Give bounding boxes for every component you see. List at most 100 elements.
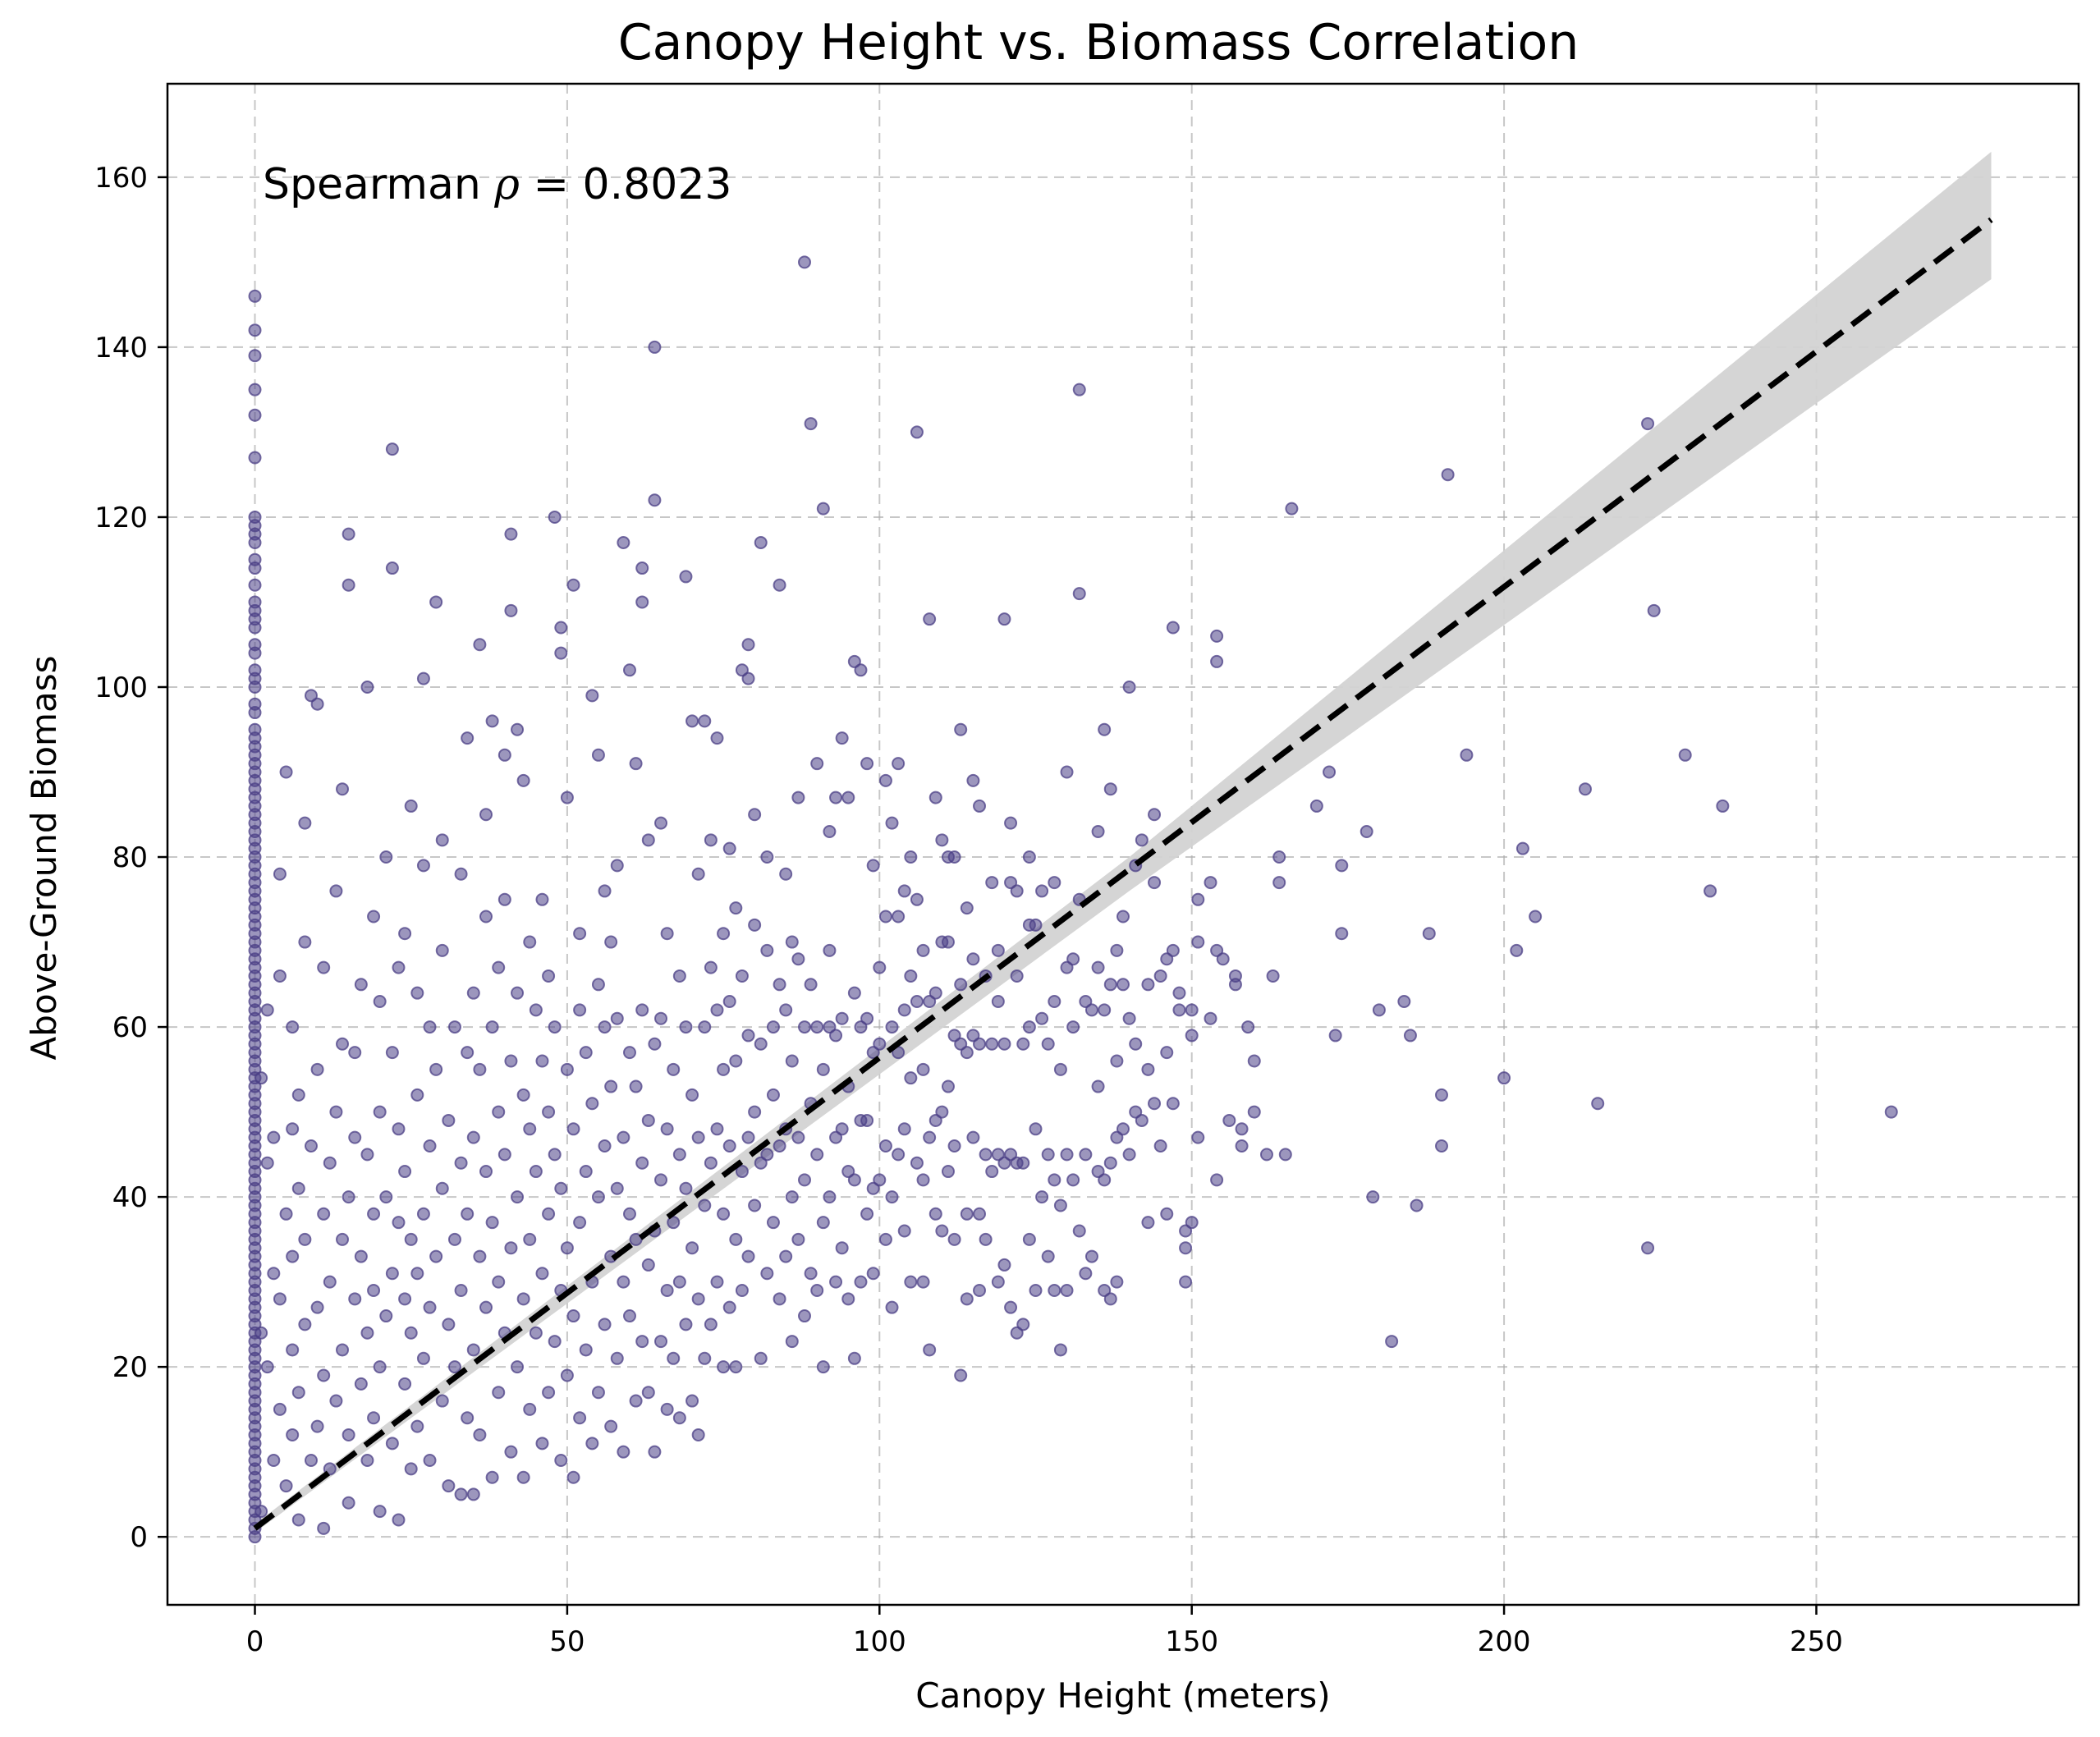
- data-point: [254, 1505, 268, 1519]
- data-point: [379, 850, 393, 864]
- data-point: [310, 697, 324, 711]
- data-point: [466, 986, 480, 1000]
- y-tick-label: 100: [94, 671, 148, 704]
- data-point: [535, 1054, 549, 1068]
- data-point: [941, 1165, 955, 1179]
- data-point: [1010, 884, 1024, 898]
- data-point: [598, 1139, 612, 1153]
- data-point: [667, 1351, 681, 1365]
- data-point: [511, 722, 525, 736]
- data-point: [286, 1428, 300, 1441]
- data-point: [773, 578, 786, 592]
- data-point: [679, 1181, 693, 1195]
- y-tick-label: 20: [112, 1351, 148, 1384]
- data-point: [373, 1360, 387, 1374]
- data-point: [336, 782, 350, 796]
- data-point: [816, 1360, 830, 1374]
- data-point: [635, 595, 649, 609]
- data-point: [429, 1249, 443, 1263]
- data-point: [635, 1156, 649, 1170]
- data-point: [1259, 1148, 1273, 1162]
- data-point: [1072, 383, 1086, 396]
- data-point: [416, 1207, 430, 1221]
- data-point: [423, 1454, 437, 1468]
- data-point: [1053, 1062, 1067, 1076]
- data-point: [1079, 1267, 1093, 1281]
- data-point: [660, 927, 674, 941]
- data-point: [497, 748, 511, 762]
- data-point: [473, 1428, 487, 1441]
- data-point: [1172, 1003, 1186, 1017]
- data-point: [1035, 884, 1049, 898]
- data-point: [373, 1505, 387, 1519]
- data-point: [360, 1148, 374, 1162]
- data-point: [873, 960, 887, 974]
- data-point: [1148, 876, 1162, 890]
- data-point: [267, 1130, 281, 1144]
- data-point: [760, 850, 774, 864]
- fit-line-layer: [253, 217, 1993, 1531]
- data-point: [954, 978, 968, 992]
- data-point: [560, 791, 574, 804]
- data-point: [473, 638, 487, 652]
- data-point: [286, 1343, 300, 1357]
- data-point: [1285, 502, 1299, 516]
- data-point: [447, 1020, 461, 1034]
- data-point: [548, 1148, 562, 1162]
- data-point: [373, 995, 387, 1009]
- data-point: [866, 1267, 880, 1281]
- data-point: [1110, 943, 1124, 957]
- annotation-suffix: = 0.8023: [520, 160, 732, 209]
- data-point: [954, 722, 968, 736]
- data-point: [535, 1437, 549, 1451]
- data-point: [823, 824, 837, 838]
- data-point: [423, 1300, 437, 1314]
- data-point: [1372, 1003, 1386, 1017]
- data-point: [248, 323, 262, 337]
- data-point: [617, 1445, 630, 1459]
- data-point: [1309, 799, 1323, 813]
- data-point: [348, 1292, 362, 1306]
- data-point: [685, 1241, 699, 1255]
- data-point: [1135, 833, 1149, 847]
- data-point: [360, 1326, 374, 1340]
- data-point: [823, 943, 837, 957]
- data-point: [248, 697, 262, 711]
- data-point: [629, 1394, 643, 1408]
- x-tick-label: 100: [853, 1625, 906, 1658]
- data-point: [704, 960, 718, 974]
- data-point: [947, 850, 961, 864]
- data-point: [348, 1130, 362, 1144]
- data-point: [504, 1445, 518, 1459]
- data-point: [997, 1037, 1011, 1051]
- data-point: [398, 1292, 412, 1306]
- data-point: [354, 1249, 368, 1263]
- data-point: [492, 960, 506, 974]
- data-point: [1135, 1113, 1149, 1127]
- data-point: [816, 1062, 830, 1076]
- data-point: [367, 1207, 381, 1221]
- data-point: [841, 791, 855, 804]
- data-point: [1053, 1343, 1067, 1357]
- data-point: [617, 1275, 630, 1289]
- data-point: [485, 1020, 499, 1034]
- data-point: [560, 1062, 574, 1076]
- data-point: [398, 1165, 412, 1179]
- data-point: [479, 1300, 493, 1314]
- data-point: [548, 1020, 562, 1034]
- data-point: [760, 1148, 774, 1162]
- y-tick-label: 80: [112, 841, 148, 874]
- data-point: [260, 1156, 274, 1170]
- data-point: [504, 603, 518, 617]
- data-point: [329, 1394, 343, 1408]
- data-point: [304, 1454, 318, 1468]
- data-point: [1328, 1029, 1342, 1043]
- data-point: [1403, 1029, 1417, 1043]
- data-point: [641, 1113, 655, 1127]
- data-point: [1110, 1275, 1124, 1289]
- data-point: [960, 1046, 974, 1060]
- data-point: [766, 1088, 780, 1102]
- data-point: [1084, 1003, 1098, 1017]
- data-point: [941, 1079, 955, 1093]
- data-point: [835, 1241, 849, 1255]
